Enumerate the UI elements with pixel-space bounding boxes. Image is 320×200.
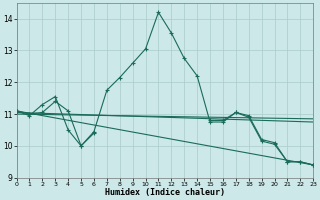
X-axis label: Humidex (Indice chaleur): Humidex (Indice chaleur) [105,188,225,197]
